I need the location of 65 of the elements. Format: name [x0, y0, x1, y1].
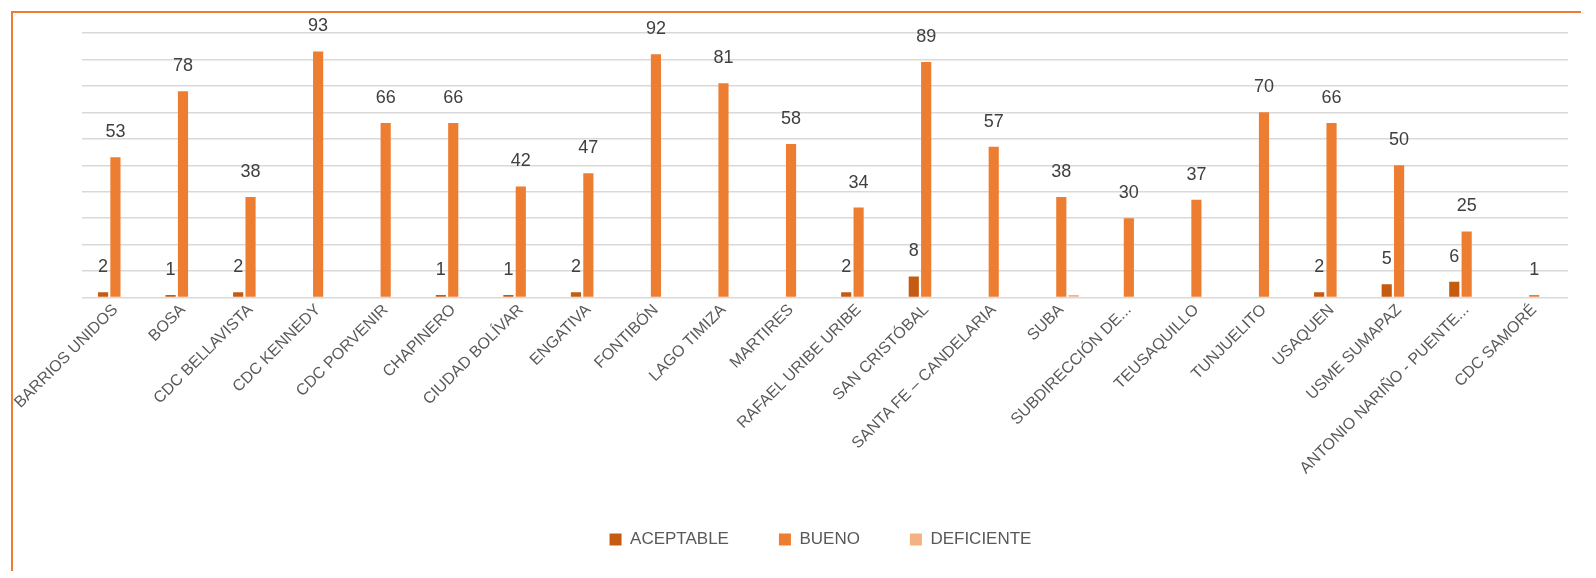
data-label: 58: [781, 108, 802, 129]
bar: [380, 122, 391, 297]
bar: [583, 173, 594, 297]
bar: [650, 54, 661, 297]
bar: [1461, 231, 1472, 297]
data-label: 89: [916, 26, 937, 47]
bar: [908, 276, 919, 297]
data-label: 2: [841, 256, 852, 277]
data-label: 42: [510, 150, 531, 171]
data-label: 1: [1529, 258, 1540, 279]
bar: [313, 51, 324, 297]
bar: [245, 197, 256, 297]
data-label: 2: [1314, 256, 1325, 277]
bar: [718, 83, 729, 297]
bar: [921, 62, 932, 297]
data-label: 53: [105, 121, 126, 142]
data-label: 34: [848, 171, 869, 192]
data-label: 38: [240, 161, 261, 181]
bar: [1258, 112, 1270, 297]
bar: [97, 292, 109, 297]
bar: [570, 292, 582, 297]
data-label: 30: [1118, 182, 1139, 203]
bar: [841, 292, 852, 297]
bar: [1326, 122, 1337, 297]
data-label: 81: [713, 47, 734, 68]
data-label: 1: [435, 258, 446, 279]
bar: [1314, 292, 1325, 297]
bar: [233, 292, 244, 297]
bar: [1191, 199, 1202, 297]
data-label: 92: [645, 18, 666, 39]
bar: [1394, 165, 1405, 297]
data-label: 2: [570, 256, 581, 277]
data-label: 57: [983, 110, 1004, 131]
data-label: 93: [308, 15, 329, 36]
legend-label: BUENO: [799, 529, 860, 549]
bar: [853, 207, 864, 297]
data-label: 1: [165, 258, 176, 279]
data-label: 66: [1321, 86, 1342, 107]
bar: [1123, 218, 1134, 297]
data-label: 1: [503, 258, 514, 279]
data-label: 6: [1449, 245, 1460, 266]
data-label: 78: [172, 55, 194, 76]
data-label: 8: [908, 240, 919, 261]
bar: [988, 146, 999, 297]
data-label: 25: [1456, 195, 1477, 216]
bar: [448, 122, 459, 297]
data-label: 2: [233, 256, 244, 277]
bar: [1056, 197, 1067, 297]
legend-label: DEFICIENTE: [930, 529, 1032, 549]
bar: [1381, 284, 1392, 297]
data-label: 66: [443, 86, 464, 107]
data-label: 2: [98, 256, 109, 277]
data-label: 37: [1186, 163, 1207, 184]
data-label: 66: [375, 86, 396, 107]
data-label: 5: [1381, 248, 1392, 269]
data-label: 47: [578, 137, 599, 158]
legend-label: ACEPTABLE: [630, 529, 729, 549]
bar: [1449, 281, 1460, 297]
bar: [515, 186, 526, 297]
data-label: 50: [1389, 129, 1410, 150]
bar: [177, 91, 189, 297]
data-label: 38: [1051, 161, 1072, 181]
bar: [110, 157, 121, 297]
bar: [785, 144, 797, 297]
data-label: 70: [1253, 76, 1274, 97]
